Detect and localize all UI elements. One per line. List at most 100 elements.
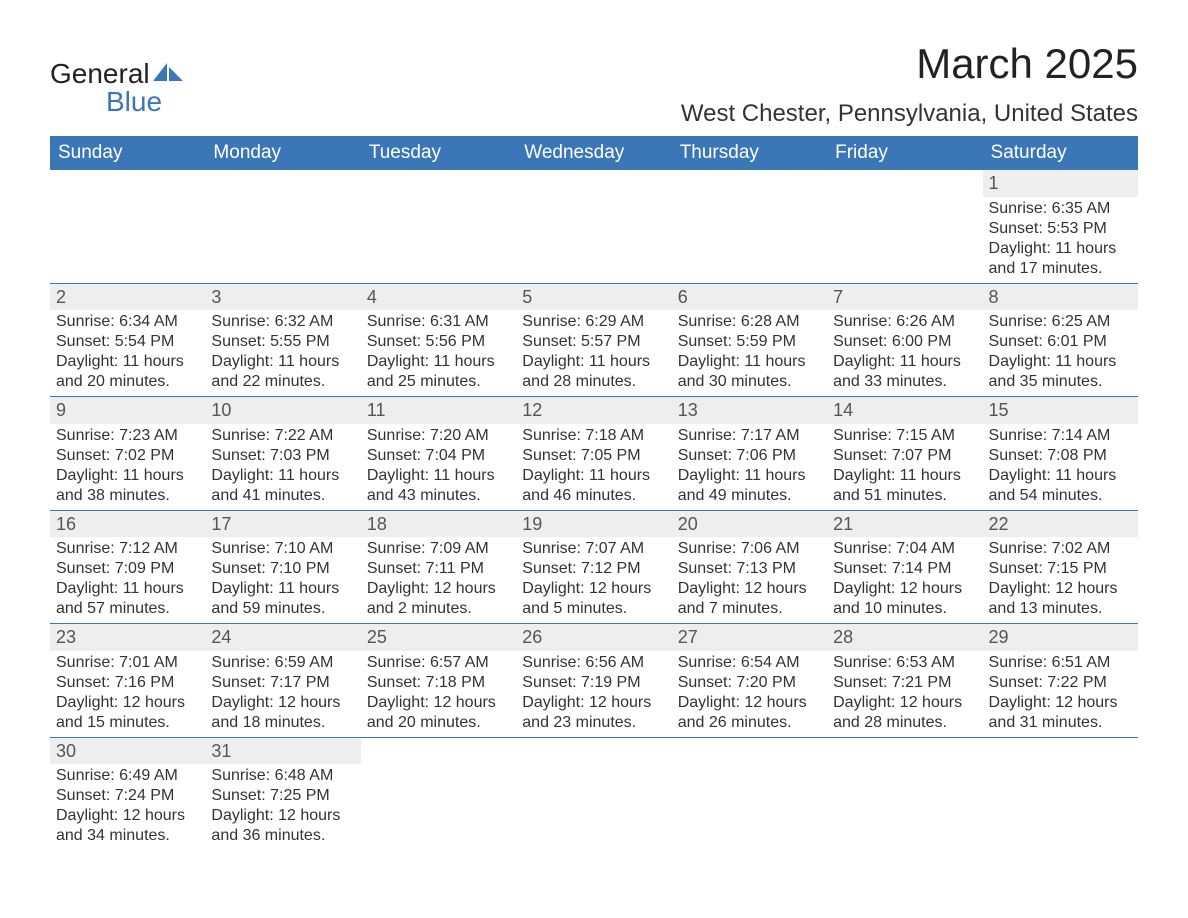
daylight-text: Daylight: 11 hours and 28 minutes. bbox=[522, 352, 665, 392]
calendar-cell: 23Sunrise: 7:01 AMSunset: 7:16 PMDayligh… bbox=[50, 624, 205, 738]
calendar-cell bbox=[516, 170, 671, 283]
daylight-text: Daylight: 11 hours and 35 minutes. bbox=[989, 352, 1132, 392]
weekday-header-row: SundayMondayTuesdayWednesdayThursdayFrid… bbox=[50, 136, 1138, 170]
cell-body: Sunrise: 7:07 AMSunset: 7:12 PMDaylight:… bbox=[516, 537, 671, 623]
logo-text-blue: Blue bbox=[50, 88, 183, 116]
weekday-header: Monday bbox=[205, 136, 360, 170]
sunrise-text: Sunrise: 7:09 AM bbox=[367, 539, 510, 559]
day-number: 3 bbox=[205, 284, 360, 311]
daylight-text: Daylight: 12 hours and 7 minutes. bbox=[678, 579, 821, 619]
cell-body: Sunrise: 6:31 AMSunset: 5:56 PMDaylight:… bbox=[361, 310, 516, 396]
sunset-text: Sunset: 5:54 PM bbox=[56, 332, 199, 352]
weekday-header: Wednesday bbox=[516, 136, 671, 170]
sunset-text: Sunset: 7:22 PM bbox=[989, 673, 1132, 693]
calendar-cell bbox=[361, 170, 516, 283]
daylight-text: Daylight: 12 hours and 18 minutes. bbox=[211, 693, 354, 733]
sunrise-text: Sunrise: 6:51 AM bbox=[989, 653, 1132, 673]
day-number: 14 bbox=[827, 397, 982, 424]
day-number: 19 bbox=[516, 511, 671, 538]
calendar-week-row: 1Sunrise: 6:35 AMSunset: 5:53 PMDaylight… bbox=[50, 170, 1138, 283]
day-number: 1 bbox=[983, 170, 1138, 197]
cell-body: Sunrise: 6:54 AMSunset: 7:20 PMDaylight:… bbox=[672, 651, 827, 737]
calendar-cell: 20Sunrise: 7:06 AMSunset: 7:13 PMDayligh… bbox=[672, 510, 827, 624]
cell-body: Sunrise: 6:48 AMSunset: 7:25 PMDaylight:… bbox=[205, 764, 360, 850]
sunset-text: Sunset: 7:19 PM bbox=[522, 673, 665, 693]
page-title: March 2025 bbox=[681, 40, 1138, 88]
day-number: 6 bbox=[672, 284, 827, 311]
sunset-text: Sunset: 7:14 PM bbox=[833, 559, 976, 579]
cell-body: Sunrise: 7:23 AMSunset: 7:02 PMDaylight:… bbox=[50, 424, 205, 510]
daylight-text: Daylight: 11 hours and 33 minutes. bbox=[833, 352, 976, 392]
cell-body: Sunrise: 7:12 AMSunset: 7:09 PMDaylight:… bbox=[50, 537, 205, 623]
daylight-text: Daylight: 11 hours and 51 minutes. bbox=[833, 466, 976, 506]
weekday-header: Friday bbox=[827, 136, 982, 170]
daylight-text: Daylight: 12 hours and 31 minutes. bbox=[989, 693, 1132, 733]
calendar-cell: 17Sunrise: 7:10 AMSunset: 7:10 PMDayligh… bbox=[205, 510, 360, 624]
calendar-cell: 19Sunrise: 7:07 AMSunset: 7:12 PMDayligh… bbox=[516, 510, 671, 624]
cell-body: Sunrise: 6:26 AMSunset: 6:00 PMDaylight:… bbox=[827, 310, 982, 396]
sunrise-text: Sunrise: 7:17 AM bbox=[678, 426, 821, 446]
calendar-cell: 16Sunrise: 7:12 AMSunset: 7:09 PMDayligh… bbox=[50, 510, 205, 624]
sunrise-text: Sunrise: 7:02 AM bbox=[989, 539, 1132, 559]
sunrise-text: Sunrise: 6:57 AM bbox=[367, 653, 510, 673]
calendar-cell: 8Sunrise: 6:25 AMSunset: 6:01 PMDaylight… bbox=[983, 283, 1138, 397]
weekday-header: Thursday bbox=[672, 136, 827, 170]
day-number: 8 bbox=[983, 284, 1138, 311]
day-number: 27 bbox=[672, 624, 827, 651]
sunset-text: Sunset: 7:06 PM bbox=[678, 446, 821, 466]
sunset-text: Sunset: 6:01 PM bbox=[989, 332, 1132, 352]
calendar-cell: 2Sunrise: 6:34 AMSunset: 5:54 PMDaylight… bbox=[50, 283, 205, 397]
sunrise-text: Sunrise: 7:14 AM bbox=[989, 426, 1132, 446]
sunrise-text: Sunrise: 6:29 AM bbox=[522, 312, 665, 332]
sunset-text: Sunset: 6:00 PM bbox=[833, 332, 976, 352]
sunrise-text: Sunrise: 7:04 AM bbox=[833, 539, 976, 559]
logo-sail-icon bbox=[153, 60, 183, 88]
calendar-cell: 6Sunrise: 6:28 AMSunset: 5:59 PMDaylight… bbox=[672, 283, 827, 397]
calendar-cell: 18Sunrise: 7:09 AMSunset: 7:11 PMDayligh… bbox=[361, 510, 516, 624]
calendar-cell bbox=[361, 737, 516, 850]
daylight-text: Daylight: 11 hours and 46 minutes. bbox=[522, 466, 665, 506]
day-number: 26 bbox=[516, 624, 671, 651]
calendar-cell: 30Sunrise: 6:49 AMSunset: 7:24 PMDayligh… bbox=[50, 737, 205, 850]
cell-body: Sunrise: 7:01 AMSunset: 7:16 PMDaylight:… bbox=[50, 651, 205, 737]
day-number: 11 bbox=[361, 397, 516, 424]
cell-body: Sunrise: 6:59 AMSunset: 7:17 PMDaylight:… bbox=[205, 651, 360, 737]
sunrise-text: Sunrise: 7:06 AM bbox=[678, 539, 821, 559]
daylight-text: Daylight: 12 hours and 34 minutes. bbox=[56, 806, 199, 846]
daylight-text: Daylight: 12 hours and 2 minutes. bbox=[367, 579, 510, 619]
sunrise-text: Sunrise: 7:01 AM bbox=[56, 653, 199, 673]
day-number: 7 bbox=[827, 284, 982, 311]
sunset-text: Sunset: 7:17 PM bbox=[211, 673, 354, 693]
logo: General Blue bbox=[50, 40, 183, 116]
day-number: 24 bbox=[205, 624, 360, 651]
sunrise-text: Sunrise: 6:54 AM bbox=[678, 653, 821, 673]
sunset-text: Sunset: 7:15 PM bbox=[989, 559, 1132, 579]
sunset-text: Sunset: 5:57 PM bbox=[522, 332, 665, 352]
calendar-cell: 11Sunrise: 7:20 AMSunset: 7:04 PMDayligh… bbox=[361, 397, 516, 511]
sunrise-text: Sunrise: 6:53 AM bbox=[833, 653, 976, 673]
sunset-text: Sunset: 7:04 PM bbox=[367, 446, 510, 466]
calendar-cell bbox=[672, 170, 827, 283]
sunset-text: Sunset: 5:55 PM bbox=[211, 332, 354, 352]
calendar-cell bbox=[672, 737, 827, 850]
day-number: 30 bbox=[50, 738, 205, 765]
daylight-text: Daylight: 11 hours and 22 minutes. bbox=[211, 352, 354, 392]
calendar-cell: 3Sunrise: 6:32 AMSunset: 5:55 PMDaylight… bbox=[205, 283, 360, 397]
cell-body: Sunrise: 6:57 AMSunset: 7:18 PMDaylight:… bbox=[361, 651, 516, 737]
cell-body: Sunrise: 7:18 AMSunset: 7:05 PMDaylight:… bbox=[516, 424, 671, 510]
sunset-text: Sunset: 7:08 PM bbox=[989, 446, 1132, 466]
cell-body: Sunrise: 6:32 AMSunset: 5:55 PMDaylight:… bbox=[205, 310, 360, 396]
calendar-cell bbox=[827, 737, 982, 850]
day-number: 4 bbox=[361, 284, 516, 311]
daylight-text: Daylight: 11 hours and 57 minutes. bbox=[56, 579, 199, 619]
cell-body: Sunrise: 6:34 AMSunset: 5:54 PMDaylight:… bbox=[50, 310, 205, 396]
daylight-text: Daylight: 12 hours and 26 minutes. bbox=[678, 693, 821, 733]
header: General Blue March 2025 West Chester, Pe… bbox=[50, 40, 1138, 128]
day-number: 2 bbox=[50, 284, 205, 311]
daylight-text: Daylight: 11 hours and 25 minutes. bbox=[367, 352, 510, 392]
calendar-week-row: 23Sunrise: 7:01 AMSunset: 7:16 PMDayligh… bbox=[50, 624, 1138, 738]
sunset-text: Sunset: 7:21 PM bbox=[833, 673, 976, 693]
calendar-cell: 21Sunrise: 7:04 AMSunset: 7:14 PMDayligh… bbox=[827, 510, 982, 624]
sunrise-text: Sunrise: 7:10 AM bbox=[211, 539, 354, 559]
daylight-text: Daylight: 12 hours and 13 minutes. bbox=[989, 579, 1132, 619]
